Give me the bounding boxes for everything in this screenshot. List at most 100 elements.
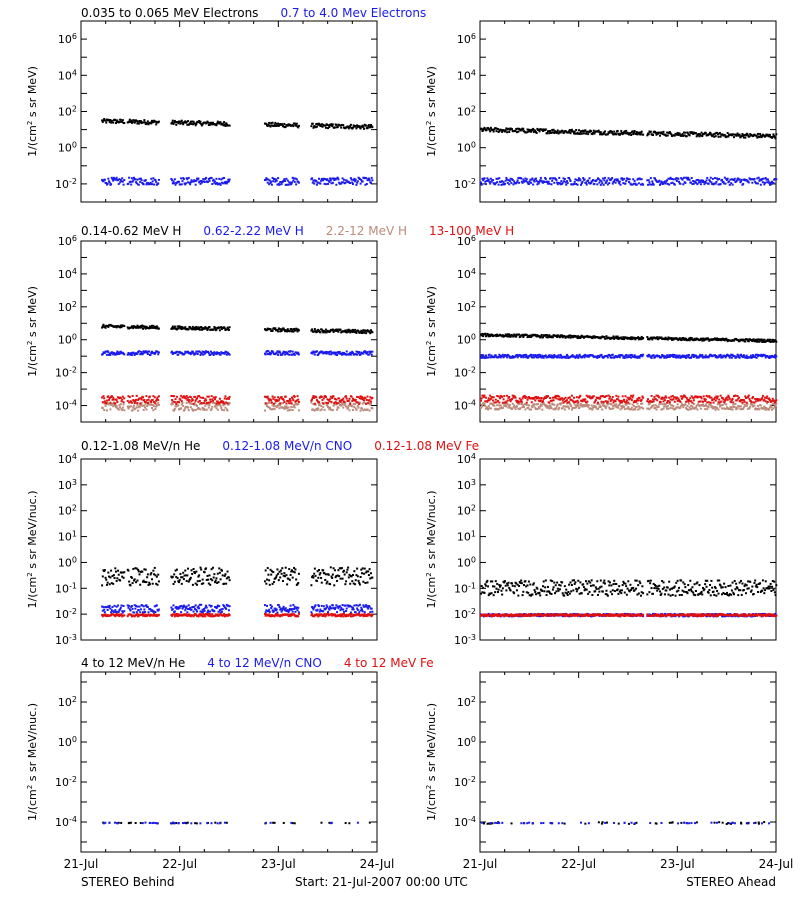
data-point xyxy=(508,131,511,134)
data-point xyxy=(750,401,753,404)
data-point xyxy=(499,397,502,400)
data-point xyxy=(743,178,746,181)
data-point xyxy=(689,397,692,400)
data-point xyxy=(568,177,571,180)
data-point xyxy=(582,129,585,132)
data-point xyxy=(336,353,339,356)
data-point xyxy=(173,325,176,328)
data-point xyxy=(506,178,509,181)
data-point xyxy=(221,177,224,180)
data-point xyxy=(489,402,492,405)
data-point xyxy=(275,576,278,579)
data-point xyxy=(363,177,366,180)
data-point xyxy=(713,406,716,409)
data-point xyxy=(758,340,761,343)
data-point xyxy=(173,119,176,122)
data-point xyxy=(677,177,680,180)
data-point xyxy=(195,179,198,182)
data-point xyxy=(537,353,540,356)
data-point xyxy=(611,130,614,133)
data-point xyxy=(199,396,202,399)
data-point xyxy=(265,403,268,406)
data-point xyxy=(554,408,557,411)
data-point xyxy=(279,330,282,333)
data-point xyxy=(270,401,273,404)
data-point xyxy=(618,400,621,403)
data-point xyxy=(522,404,525,407)
data-point xyxy=(701,135,704,138)
data-point xyxy=(495,177,498,180)
data-point xyxy=(141,570,144,573)
data-point xyxy=(315,579,318,582)
data-point xyxy=(532,127,535,130)
data-point xyxy=(620,405,623,408)
data-point xyxy=(315,407,318,410)
data-point xyxy=(365,570,368,573)
data-point xyxy=(354,403,357,406)
data-point xyxy=(204,398,207,401)
data-point xyxy=(123,325,126,328)
data-point xyxy=(351,409,354,412)
data-point xyxy=(128,401,131,404)
data-point xyxy=(733,177,736,180)
data-point xyxy=(193,570,196,573)
data-point xyxy=(148,325,151,328)
data-point xyxy=(316,408,319,411)
data-point xyxy=(582,404,585,407)
data-point xyxy=(700,338,703,341)
data-point xyxy=(704,131,707,134)
data-point xyxy=(101,396,104,399)
data-point xyxy=(319,409,322,412)
data-point xyxy=(360,568,363,571)
data-point xyxy=(641,395,644,398)
data-point xyxy=(208,404,211,407)
data-point xyxy=(119,179,122,182)
data-point xyxy=(267,123,270,126)
data-point xyxy=(147,398,150,401)
data-point xyxy=(171,119,174,122)
data-point xyxy=(198,120,201,123)
data-point xyxy=(179,398,182,401)
data-point xyxy=(153,400,156,403)
data-point xyxy=(369,332,372,335)
data-point xyxy=(744,134,747,137)
data-point xyxy=(709,396,712,399)
data-point xyxy=(495,401,498,404)
data-point xyxy=(194,399,197,402)
data-point xyxy=(277,122,280,125)
data-point xyxy=(225,353,228,356)
data-point xyxy=(548,182,551,185)
data-point xyxy=(599,397,602,400)
data-point xyxy=(710,396,713,399)
data-point xyxy=(219,405,222,408)
data-point xyxy=(284,351,287,354)
data-point xyxy=(364,582,367,585)
data-point xyxy=(150,119,153,122)
data-point xyxy=(568,334,571,337)
data-point xyxy=(216,572,219,575)
data-point xyxy=(636,337,639,340)
data-point xyxy=(179,572,182,575)
data-point xyxy=(662,130,665,133)
data-point xyxy=(362,352,365,355)
data-point xyxy=(172,582,175,585)
data-point xyxy=(354,125,357,128)
data-point xyxy=(565,180,568,183)
data-point xyxy=(744,136,747,139)
data-point xyxy=(192,352,195,355)
data-point xyxy=(350,329,353,332)
data-point xyxy=(157,395,160,398)
data-point xyxy=(137,398,140,401)
data-point xyxy=(341,577,344,580)
data-point xyxy=(129,353,132,356)
data-point xyxy=(364,397,367,400)
data-point xyxy=(506,394,509,397)
data-point xyxy=(523,394,526,397)
data-point xyxy=(505,405,508,408)
data-point xyxy=(697,396,700,399)
data-point xyxy=(740,405,743,408)
data-point xyxy=(500,183,503,186)
data-point xyxy=(266,178,269,181)
data-point xyxy=(511,394,514,397)
data-point xyxy=(149,181,152,184)
